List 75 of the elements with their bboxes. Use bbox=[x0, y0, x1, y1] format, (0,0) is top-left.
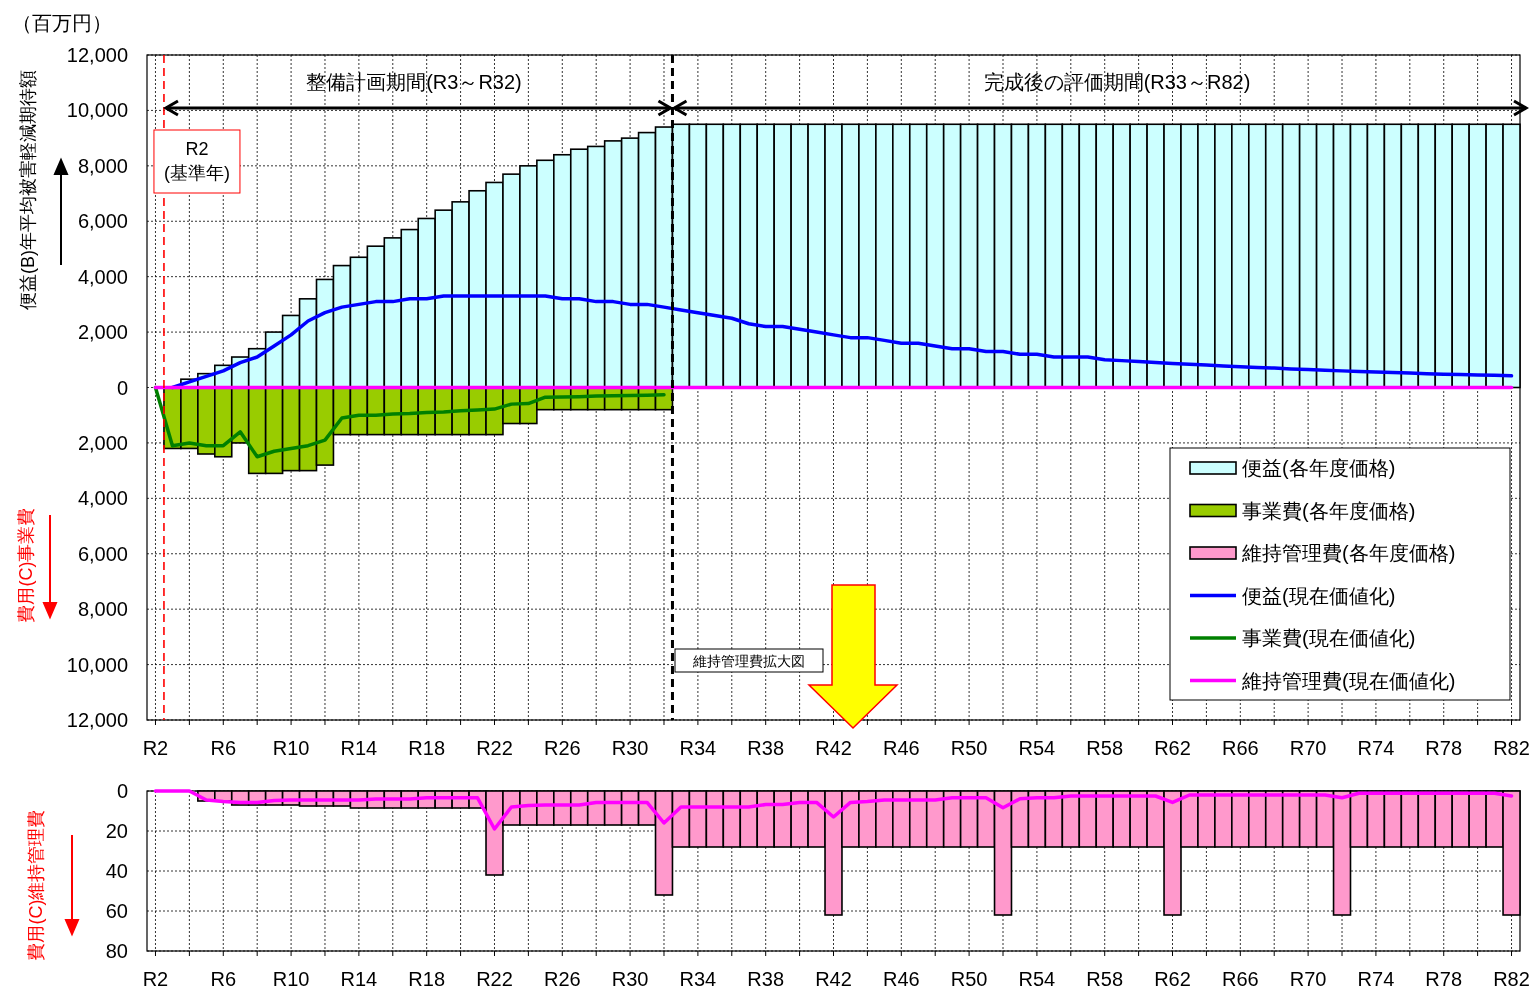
x-tick-label: R62 bbox=[1154, 968, 1191, 989]
x-tick-label: R70 bbox=[1289, 737, 1327, 759]
x-tick-label: R10 bbox=[272, 968, 310, 989]
y-tick-label: 12,000 bbox=[66, 44, 128, 66]
x-tick-label: R6 bbox=[210, 968, 237, 989]
legend-label: 便益(現在価値化) bbox=[1242, 584, 1396, 607]
y-tick-label: 20 bbox=[105, 820, 128, 842]
y-tick-label: 2,000 bbox=[77, 321, 128, 344]
text: （百万円） bbox=[12, 12, 112, 34]
x-tick-label: R6 bbox=[210, 737, 237, 759]
y-tick-label: 80 bbox=[105, 940, 128, 962]
ref-line-label: R2 (基準年) bbox=[163, 139, 230, 183]
x-tick-label: R18 bbox=[408, 968, 446, 989]
y-tick-label: 60 bbox=[105, 900, 128, 922]
y-tick-label: 4,000 bbox=[77, 487, 128, 510]
legend-label: 維持管理費(現在価値化) bbox=[1241, 669, 1456, 692]
x-tick-label: R2 bbox=[142, 968, 169, 989]
y-tick-label: 6,000 bbox=[77, 542, 128, 565]
x-tick-label: R50 bbox=[950, 737, 988, 759]
x-tick-label: R30 bbox=[611, 968, 649, 989]
x-tick-label: R26 bbox=[543, 737, 581, 759]
x-tick-label: R42 bbox=[815, 737, 852, 759]
x-tick-label: R10 bbox=[272, 737, 310, 759]
y-axis-title: 便益(B)年平均被害軽減期待額 bbox=[18, 70, 38, 310]
annotation: 整備計画期間(R3～R32) bbox=[306, 71, 522, 93]
x-tick-label: R2 bbox=[142, 737, 169, 759]
x-tick-label: R14 bbox=[340, 737, 378, 759]
x-tick-label: R46 bbox=[882, 968, 920, 989]
y-tick-label: 8,000 bbox=[77, 154, 128, 177]
x-tick-label: R38 bbox=[747, 737, 785, 759]
x-tick-label: R54 bbox=[1018, 737, 1056, 759]
x-tick-label: R78 bbox=[1425, 737, 1463, 759]
annotation: 維持管理費拡大図 bbox=[692, 653, 805, 669]
line-series bbox=[153, 789, 1514, 831]
x-tick-label: R62 bbox=[1154, 737, 1191, 759]
y-tick-label: 0 bbox=[116, 780, 128, 802]
x-tick-label: R34 bbox=[679, 968, 717, 989]
x-tick-label: R58 bbox=[1086, 968, 1124, 989]
x-tick-label: R82 bbox=[1493, 737, 1530, 759]
x-tick-label: R46 bbox=[882, 737, 920, 759]
annotation: 完成後の評価期間(R33～R82) bbox=[983, 71, 1251, 93]
x-tick-label: R26 bbox=[543, 968, 581, 989]
legend-label: 維持管理費(各年度価格) bbox=[1241, 542, 1456, 564]
y-tick-label: 0 bbox=[116, 376, 128, 399]
x-tick-label: R50 bbox=[950, 968, 988, 989]
x-tick-label: R74 bbox=[1357, 968, 1395, 989]
y-tick-label: 12,000 bbox=[66, 709, 128, 731]
y-tick-label: 10,000 bbox=[66, 99, 128, 122]
x-tick-label: R66 bbox=[1221, 968, 1259, 989]
x-tick-label: R22 bbox=[476, 968, 513, 989]
x-tick-label: R82 bbox=[1493, 968, 1530, 989]
y-axis-title: 費用(C)維持管理費 bbox=[26, 809, 46, 961]
x-tick-label: R58 bbox=[1086, 737, 1124, 759]
x-tick-label: R18 bbox=[408, 737, 446, 759]
x-tick-label: R74 bbox=[1357, 737, 1395, 759]
legend-label: 便益(各年度価格) bbox=[1242, 457, 1396, 479]
x-tick-label: R22 bbox=[476, 737, 513, 759]
legend-label: 事業費(各年度価格) bbox=[1242, 499, 1416, 522]
x-tick-label: R34 bbox=[679, 737, 717, 759]
y-tick-label: 40 bbox=[105, 860, 128, 882]
legend-label: 事業費(現在価値化) bbox=[1242, 627, 1416, 649]
x-tick-label: R38 bbox=[747, 968, 785, 989]
x-tick-label: R78 bbox=[1425, 968, 1463, 989]
y-tick-label: 6,000 bbox=[77, 210, 128, 233]
y-tick-label: 4,000 bbox=[77, 265, 128, 288]
x-tick-label: R66 bbox=[1221, 737, 1259, 759]
x-tick-label: R70 bbox=[1289, 968, 1327, 989]
x-tick-label: R30 bbox=[611, 737, 649, 759]
y-tick-label: 2,000 bbox=[77, 431, 128, 454]
x-tick-label: R14 bbox=[340, 968, 378, 989]
x-tick-label: R42 bbox=[815, 968, 852, 989]
y-tick-label: 8,000 bbox=[77, 598, 128, 621]
x-tick-label: R54 bbox=[1018, 968, 1056, 989]
text: 費用(C)事業費 bbox=[16, 507, 36, 623]
y-tick-label: 10,000 bbox=[66, 653, 128, 676]
